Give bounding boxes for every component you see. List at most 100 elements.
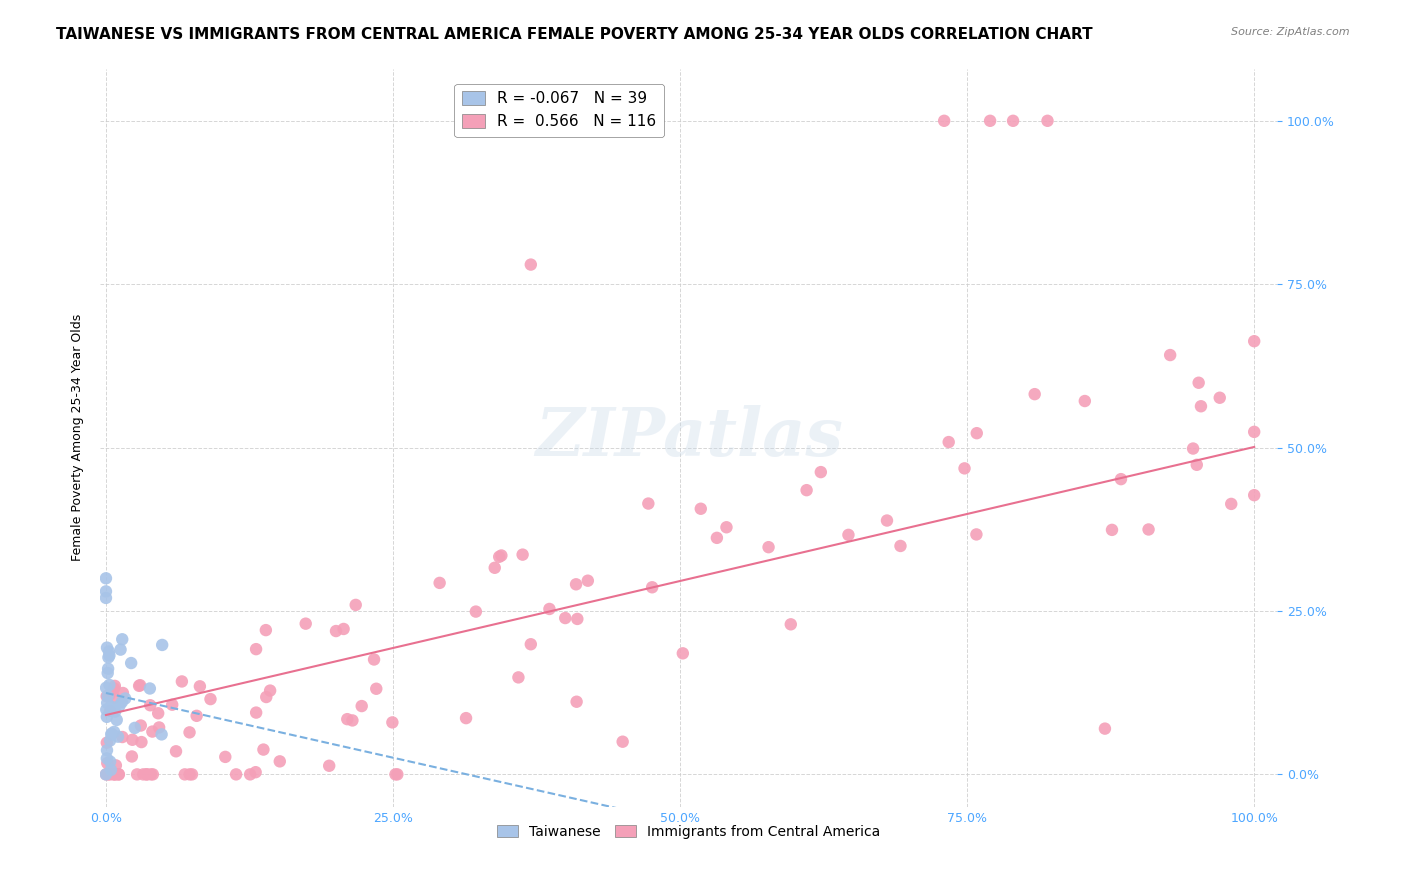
Point bbox=[889, 539, 911, 553]
Point bbox=[538, 602, 561, 616]
Point bbox=[979, 113, 1001, 128]
Point bbox=[121, 749, 143, 764]
Point bbox=[141, 724, 163, 739]
Text: Source: ZipAtlas.com: Source: ZipAtlas.com bbox=[1232, 27, 1350, 37]
Point bbox=[98, 678, 121, 692]
Point bbox=[344, 598, 367, 612]
Point bbox=[139, 681, 162, 696]
Point bbox=[934, 113, 956, 128]
Point bbox=[132, 767, 155, 781]
Point bbox=[105, 713, 128, 727]
Point bbox=[512, 548, 534, 562]
Point bbox=[98, 755, 121, 769]
Point bbox=[1094, 722, 1116, 736]
Point bbox=[96, 743, 118, 757]
Point bbox=[103, 690, 125, 705]
Point bbox=[350, 699, 373, 714]
Point bbox=[336, 712, 359, 726]
Point bbox=[1101, 523, 1123, 537]
Point bbox=[150, 638, 173, 652]
Point bbox=[96, 710, 118, 724]
Point bbox=[488, 549, 510, 564]
Point bbox=[245, 642, 267, 657]
Point bbox=[110, 642, 132, 657]
Point bbox=[1074, 394, 1097, 409]
Point bbox=[101, 767, 124, 781]
Point bbox=[111, 686, 134, 700]
Point bbox=[779, 617, 801, 632]
Point bbox=[98, 644, 121, 658]
Point bbox=[520, 637, 543, 651]
Point bbox=[1109, 472, 1132, 486]
Point bbox=[672, 646, 695, 660]
Point bbox=[96, 703, 118, 717]
Point bbox=[837, 528, 859, 542]
Point bbox=[94, 571, 117, 585]
Point bbox=[810, 465, 832, 479]
Point bbox=[796, 483, 818, 498]
Point bbox=[612, 734, 634, 748]
Point bbox=[716, 520, 738, 534]
Point bbox=[139, 698, 162, 713]
Point bbox=[342, 714, 364, 728]
Point bbox=[100, 763, 122, 777]
Point bbox=[554, 611, 576, 625]
Point bbox=[1024, 387, 1046, 401]
Point bbox=[381, 715, 404, 730]
Point bbox=[111, 695, 134, 709]
Point bbox=[1209, 391, 1232, 405]
Point bbox=[98, 648, 121, 663]
Point bbox=[1243, 425, 1265, 439]
Point bbox=[179, 725, 201, 739]
Point bbox=[97, 650, 120, 665]
Point bbox=[111, 632, 134, 647]
Point bbox=[108, 767, 131, 781]
Point bbox=[689, 501, 711, 516]
Point bbox=[107, 730, 129, 744]
Point bbox=[135, 767, 157, 781]
Point bbox=[104, 679, 127, 693]
Point bbox=[966, 426, 988, 441]
Point bbox=[148, 721, 170, 735]
Y-axis label: Female Poverty Among 25-34 Year Olds: Female Poverty Among 25-34 Year Olds bbox=[72, 314, 84, 561]
Point bbox=[98, 688, 121, 702]
Point bbox=[131, 735, 153, 749]
Point bbox=[96, 690, 118, 704]
Point bbox=[94, 767, 117, 781]
Point bbox=[239, 767, 262, 781]
Point bbox=[139, 767, 162, 781]
Point bbox=[565, 577, 588, 591]
Point bbox=[387, 767, 409, 781]
Point bbox=[94, 767, 117, 781]
Point bbox=[179, 767, 201, 781]
Point bbox=[107, 767, 129, 781]
Text: TAIWANESE VS IMMIGRANTS FROM CENTRAL AMERICA FEMALE POVERTY AMONG 25-34 YEAR OLD: TAIWANESE VS IMMIGRANTS FROM CENTRAL AME… bbox=[56, 27, 1092, 42]
Point bbox=[96, 736, 118, 750]
Point bbox=[150, 727, 173, 741]
Point bbox=[259, 683, 281, 698]
Point bbox=[188, 679, 211, 693]
Point bbox=[1137, 523, 1160, 537]
Point bbox=[160, 698, 183, 712]
Point bbox=[124, 721, 146, 735]
Point bbox=[508, 670, 530, 684]
Point bbox=[1185, 458, 1208, 472]
Point bbox=[114, 691, 136, 706]
Point bbox=[637, 497, 659, 511]
Point bbox=[181, 767, 204, 781]
Point bbox=[173, 767, 195, 781]
Point bbox=[135, 767, 157, 781]
Point bbox=[384, 767, 406, 781]
Point bbox=[254, 690, 277, 704]
Point bbox=[97, 666, 120, 681]
Point bbox=[104, 767, 127, 781]
Point bbox=[876, 514, 898, 528]
Point bbox=[1036, 113, 1059, 128]
Text: ZIPatlas: ZIPatlas bbox=[534, 405, 842, 470]
Point bbox=[318, 758, 340, 772]
Point bbox=[706, 531, 728, 545]
Point bbox=[1188, 376, 1211, 390]
Point bbox=[325, 624, 347, 638]
Point bbox=[128, 679, 150, 693]
Point bbox=[96, 696, 118, 710]
